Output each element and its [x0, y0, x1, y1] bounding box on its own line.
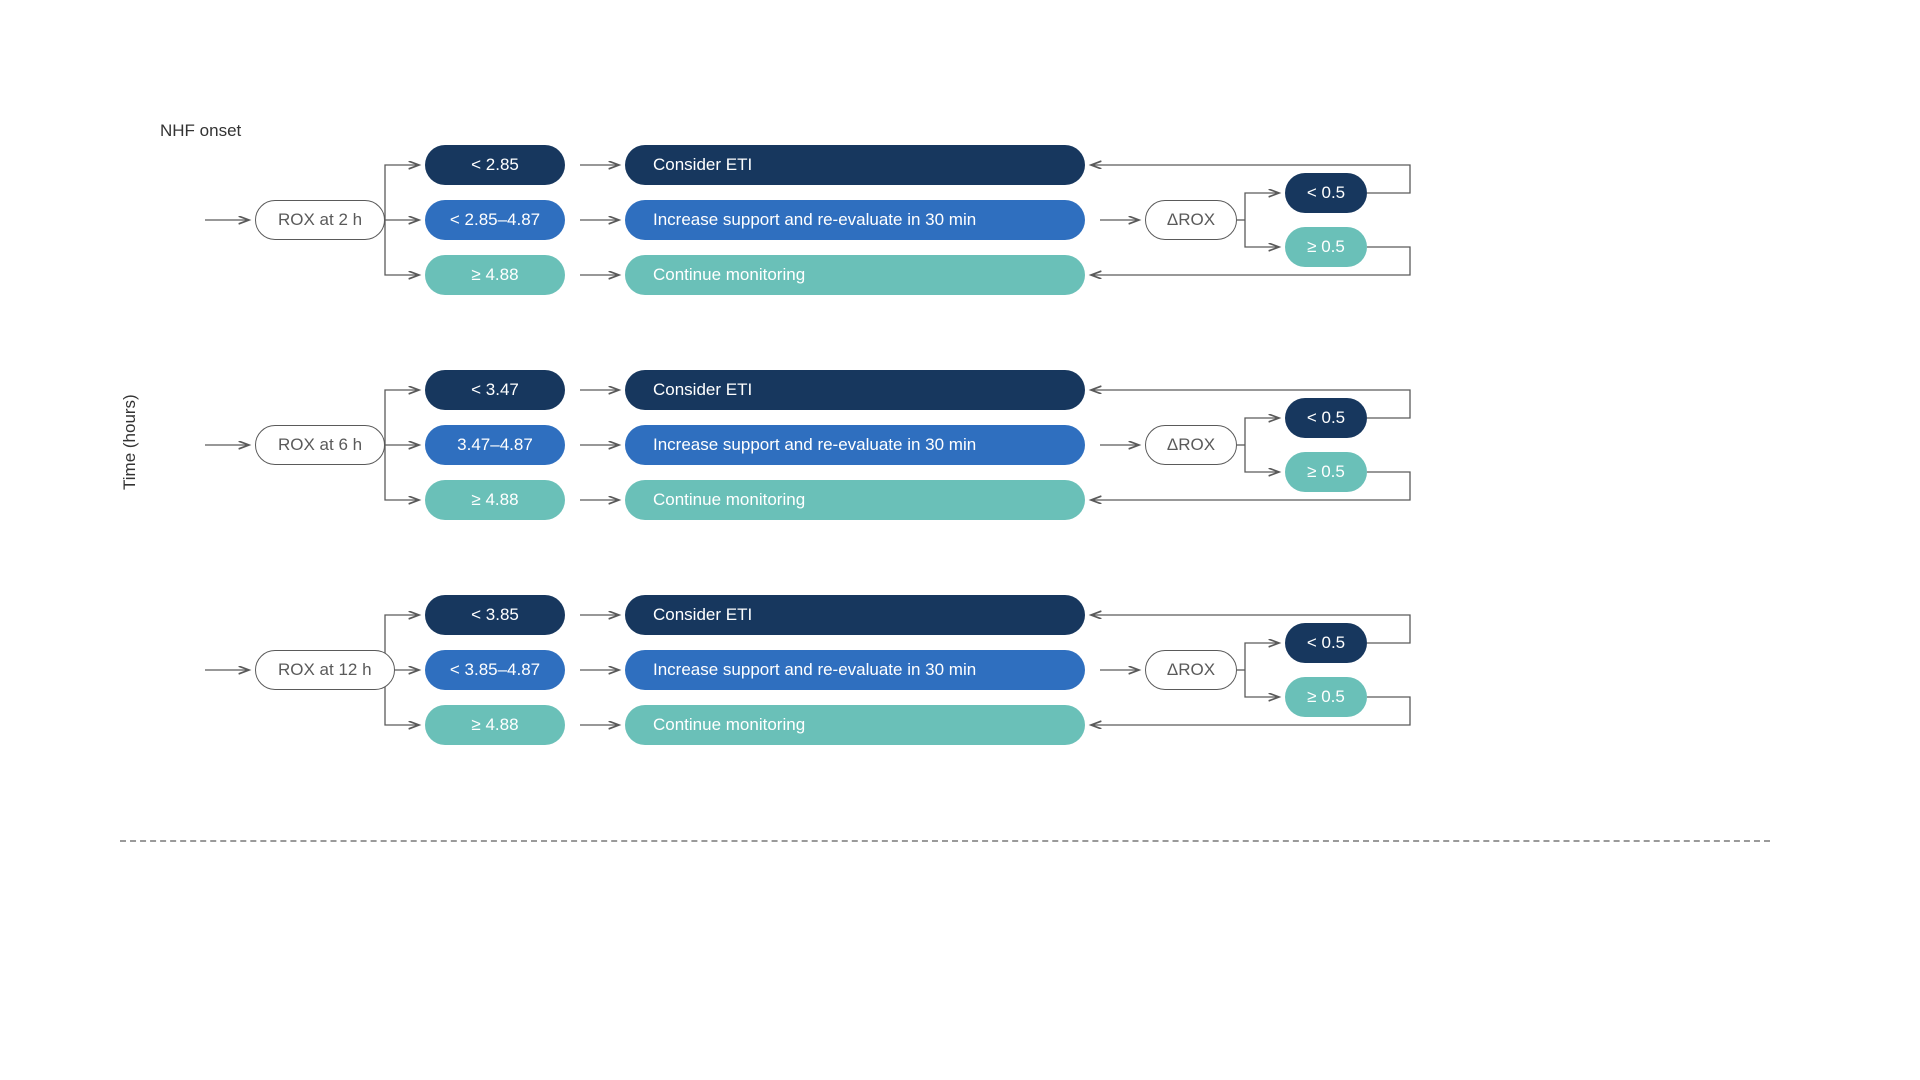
threshold-2-0: < 3.85	[425, 595, 565, 635]
action-0-0: Consider ETI	[625, 145, 1085, 185]
threshold-0-1: < 2.85–4.87	[425, 200, 565, 240]
drox-node-0: ΔROX	[1145, 200, 1237, 240]
dashed-divider	[120, 840, 1770, 842]
drox-high-0: ≥ 0.5	[1285, 227, 1367, 267]
threshold-1-0: < 3.47	[425, 370, 565, 410]
rox-node-0: ROX at 2 h	[255, 200, 385, 240]
threshold-1-2: ≥ 4.88	[425, 480, 565, 520]
drox-low-1: < 0.5	[1285, 398, 1367, 438]
drox-node-1: ΔROX	[1145, 425, 1237, 465]
rox-node-1: ROX at 6 h	[255, 425, 385, 465]
action-1-0: Consider ETI	[625, 370, 1085, 410]
rox-node-2: ROX at 12 h	[255, 650, 395, 690]
action-1-2: Continue monitoring	[625, 480, 1085, 520]
time-axis-label: Time (hours)	[120, 394, 140, 490]
action-1-1: Increase support and re-evaluate in 30 m…	[625, 425, 1085, 465]
drox-low-0: < 0.5	[1285, 173, 1367, 213]
drox-high-2: ≥ 0.5	[1285, 677, 1367, 717]
threshold-0-2: ≥ 4.88	[425, 255, 565, 295]
threshold-2-1: < 3.85–4.87	[425, 650, 565, 690]
action-2-0: Consider ETI	[625, 595, 1085, 635]
threshold-1-1: 3.47–4.87	[425, 425, 565, 465]
drox-node-2: ΔROX	[1145, 650, 1237, 690]
action-2-2: Continue monitoring	[625, 705, 1085, 745]
action-0-2: Continue monitoring	[625, 255, 1085, 295]
threshold-2-2: ≥ 4.88	[425, 705, 565, 745]
connectors	[150, 120, 1770, 960]
drox-high-1: ≥ 0.5	[1285, 452, 1367, 492]
action-2-1: Increase support and re-evaluate in 30 m…	[625, 650, 1085, 690]
onset-label: NHF onset	[160, 120, 241, 142]
action-0-1: Increase support and re-evaluate in 30 m…	[625, 200, 1085, 240]
flowchart-root: NHF onset Time (hours) ROX at 2 h< 2.85C…	[150, 120, 1770, 960]
threshold-0-0: < 2.85	[425, 145, 565, 185]
drox-low-2: < 0.5	[1285, 623, 1367, 663]
